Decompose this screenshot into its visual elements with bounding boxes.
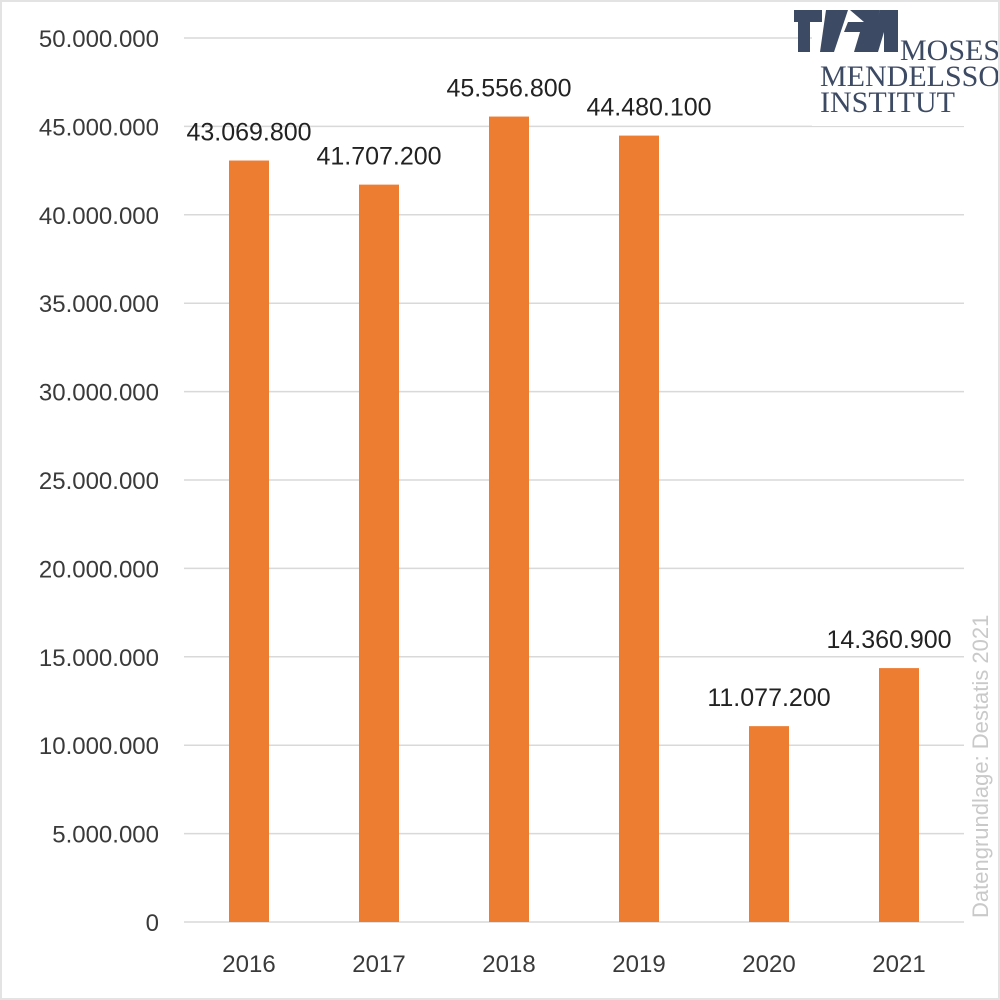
data-label-2020: 11.077.200 (707, 684, 830, 712)
bar-2017 (359, 184, 399, 922)
y-tick-label: 35.000.000 (39, 291, 159, 318)
bar-2016 (229, 160, 269, 922)
data-label-2016: 43.069.800 (186, 119, 311, 147)
x-category-label: 2019 (612, 951, 665, 978)
bar-2020 (749, 726, 789, 922)
logo-line-1: MOSES (900, 34, 998, 67)
data-label-2018: 45.556.800 (446, 75, 571, 103)
bar-2018 (489, 116, 529, 922)
gridlines (184, 37, 964, 923)
y-tick-label: 10.000.000 (39, 733, 159, 760)
logo-mark-icon (794, 10, 898, 52)
x-category-label: 2021 (872, 951, 925, 978)
x-axis-category-labels: 2016 2017 2018 2019 2020 2021 (222, 951, 925, 978)
source-credit: Datengrundlage: Destatis 2021 (968, 615, 993, 918)
x-category-label: 2020 (742, 951, 795, 978)
bar-2019 (619, 135, 659, 923)
y-tick-label: 5.000.000 (52, 822, 159, 849)
y-tick-label: 30.000.000 (39, 380, 159, 407)
bar-2021 (879, 668, 919, 922)
y-tick-label: 20.000.000 (39, 556, 159, 583)
x-category-label: 2017 (352, 951, 405, 978)
y-tick-label: 50.000.000 (39, 26, 159, 53)
y-tick-label: 0 (146, 910, 159, 937)
y-axis-tick-labels: 0 5.000.000 10.000.000 15.000.000 20.000.000… (39, 26, 159, 937)
moses-mendelssohn-institut-logo: MOSES MENDELSSOHN INSTITUT (794, 10, 998, 126)
y-tick-label: 25.000.000 (39, 468, 159, 495)
y-tick-label: 40.000.000 (39, 203, 159, 230)
data-label-2017: 41.707.200 (316, 143, 441, 171)
y-tick-label: 45.000.000 (39, 114, 159, 141)
y-tick-label: 15.000.000 (39, 645, 159, 672)
data-label-2019: 44.480.100 (586, 94, 711, 122)
logo-line-3: INSTITUT (820, 86, 955, 119)
bars (229, 116, 919, 923)
logo-line-2: MENDELSSOHN (820, 60, 998, 93)
x-category-label: 2018 (482, 951, 535, 978)
x-category-label: 2016 (222, 951, 275, 978)
data-label-2021: 14.360.900 (826, 626, 951, 654)
